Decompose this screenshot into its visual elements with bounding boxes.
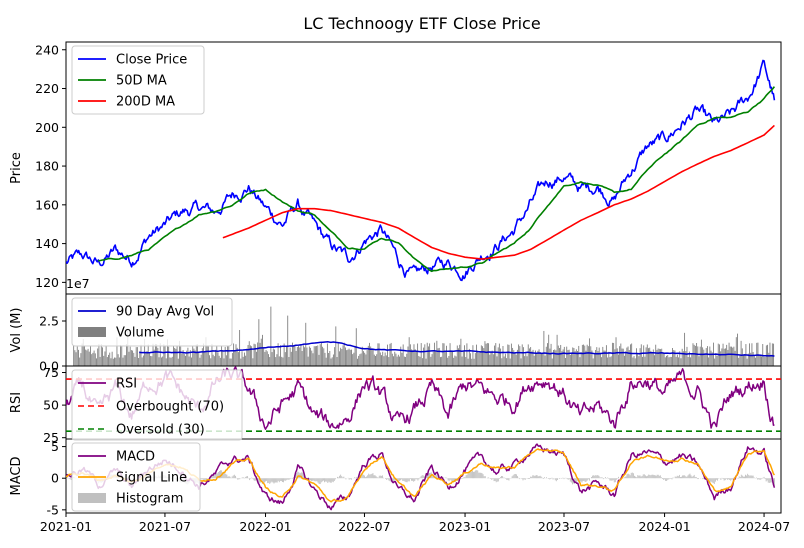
chart-title: LC Technoogy ETF Close Price <box>303 14 540 33</box>
panel-1-ytick-label: 0.0 <box>39 359 59 374</box>
legend-label: 50D MA <box>116 74 167 89</box>
ma50-line <box>98 86 776 273</box>
x-tick-label: 2023-07 <box>538 519 590 534</box>
panel-0-ytick-label: 160 <box>35 197 59 212</box>
legend-label: Volume <box>116 326 164 341</box>
legend-label: Signal Line <box>116 471 187 486</box>
panel-3-ytick-label: 0 <box>51 471 59 486</box>
legend-box <box>71 297 233 347</box>
panel-0-ytick-label: 220 <box>35 81 59 96</box>
legend-label: Oversold (30) <box>116 423 205 438</box>
x-tick-label: 2024-01 <box>638 519 690 534</box>
panel-1-ylabel: Vol (M) <box>9 308 24 353</box>
legend-box <box>71 45 205 115</box>
panel-2-ytick-label: 25 <box>43 430 59 445</box>
panel-0-ytick-label: 240 <box>35 42 59 57</box>
close-price-line <box>66 59 776 282</box>
legend-swatch <box>78 327 106 337</box>
legend-label: RSI <box>116 377 137 392</box>
panel-3-ytick-label: -5 <box>47 502 59 517</box>
panel-0-ytick-label: 140 <box>35 236 59 251</box>
panel-1-plot-area <box>73 306 775 366</box>
panel-1-ytick-label: 2.5 <box>39 314 59 329</box>
legend-panel-1: 90 Day Avg Vol Volume <box>71 297 233 347</box>
panel-0-ytick-label: 180 <box>35 159 59 174</box>
legend-panel-0: Close Price 50D MA 200D MA <box>71 45 205 115</box>
panel-2-ylabel: RSI <box>9 392 24 413</box>
panel-0-ytick-label: 120 <box>35 275 59 290</box>
legend-label: MACD <box>116 450 155 465</box>
legend-panel-3: MACD Signal Line Histogram <box>71 442 201 512</box>
x-tick-label: 2021-07 <box>139 519 191 534</box>
x-tick-label: 2021-01 <box>40 519 92 534</box>
legend-label: 90 Day Avg Vol <box>116 305 214 320</box>
legend-label: Histogram <box>116 492 183 507</box>
ma200-line <box>222 124 775 260</box>
x-tick-label: 2024-07 <box>738 519 790 534</box>
legend-box <box>71 369 243 441</box>
x-tick-label: 2023-01 <box>439 519 491 534</box>
panel-0-ylabel: Price <box>9 152 24 184</box>
legend-label: Close Price <box>116 53 187 68</box>
x-tick-label: 2022-07 <box>338 519 390 534</box>
legend-panel-2: RSI Overbought (70) Oversold (30) <box>71 369 243 441</box>
panel-0-plot-area <box>66 59 776 282</box>
offset-text: 1e7 <box>66 276 90 291</box>
panel-0-ytick-label: 200 <box>35 120 59 135</box>
legend-label: Overbought (70) <box>116 400 224 415</box>
legend-swatch <box>78 493 106 503</box>
legend-label: 200D MA <box>116 95 175 110</box>
panel-3-ytick-label: 5 <box>51 439 59 454</box>
panel-3-ylabel: MACD <box>9 457 24 496</box>
avg-volume-line <box>139 341 775 357</box>
panel-2-ytick-label: 50 <box>43 398 59 413</box>
x-tick-label: 2022-01 <box>239 519 291 534</box>
panel-2-ytick-label: 75 <box>43 365 59 380</box>
